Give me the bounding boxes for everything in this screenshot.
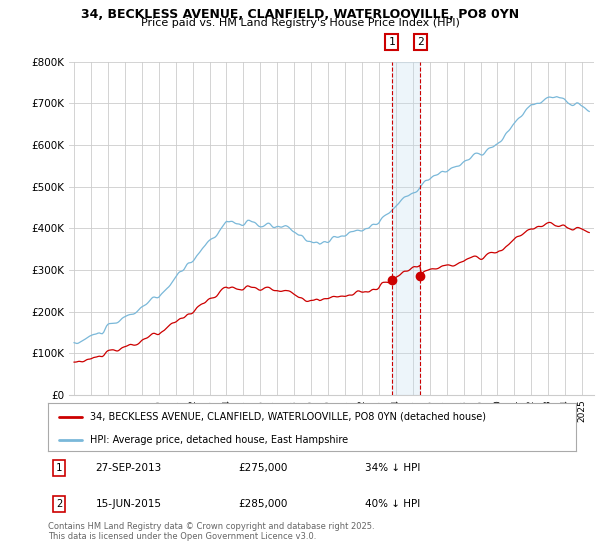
- Text: Price paid vs. HM Land Registry's House Price Index (HPI): Price paid vs. HM Land Registry's House …: [140, 18, 460, 29]
- Text: 2: 2: [417, 37, 424, 47]
- Text: 15-JUN-2015: 15-JUN-2015: [95, 499, 161, 509]
- Text: 34, BECKLESS AVENUE, CLANFIELD, WATERLOOVILLE, PO8 0YN (detached house): 34, BECKLESS AVENUE, CLANFIELD, WATERLOO…: [90, 412, 486, 422]
- Text: 2: 2: [56, 499, 62, 509]
- Text: £285,000: £285,000: [238, 499, 287, 509]
- Text: 34, BECKLESS AVENUE, CLANFIELD, WATERLOOVILLE, PO8 0YN: 34, BECKLESS AVENUE, CLANFIELD, WATERLOO…: [81, 8, 519, 21]
- Text: 1: 1: [56, 463, 62, 473]
- Text: 27-SEP-2013: 27-SEP-2013: [95, 463, 162, 473]
- Text: 34% ↓ HPI: 34% ↓ HPI: [365, 463, 420, 473]
- Text: HPI: Average price, detached house, East Hampshire: HPI: Average price, detached house, East…: [90, 435, 349, 445]
- Text: Contains HM Land Registry data © Crown copyright and database right 2025.
This d: Contains HM Land Registry data © Crown c…: [48, 522, 374, 542]
- Text: 40% ↓ HPI: 40% ↓ HPI: [365, 499, 420, 509]
- Bar: [392, 62, 421, 395]
- Text: 1: 1: [388, 37, 395, 47]
- Text: £275,000: £275,000: [238, 463, 287, 473]
